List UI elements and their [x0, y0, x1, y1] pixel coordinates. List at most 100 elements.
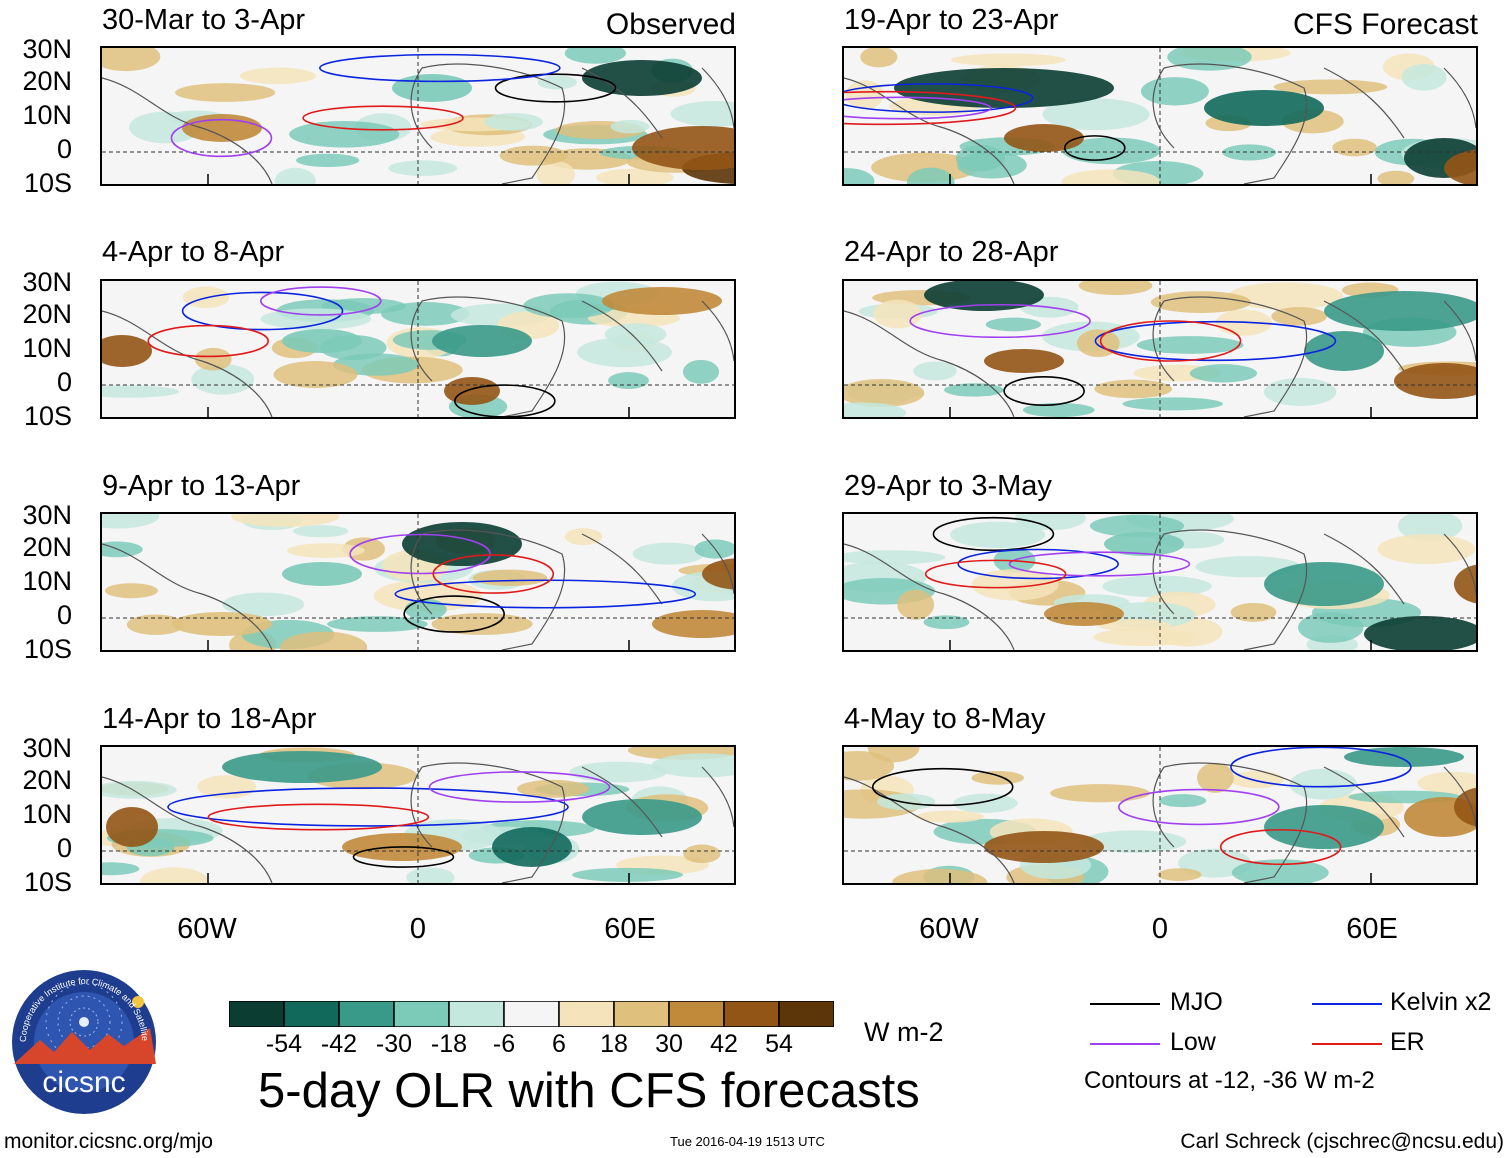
olr-anomaly-patch — [876, 793, 936, 811]
colorbar-tick-label: -30 — [375, 1030, 413, 1058]
legend-label-kelvin: Kelvin x2 — [1390, 988, 1492, 1016]
olr-anomaly-patch — [194, 347, 232, 371]
lat-label: 10S — [23, 401, 72, 431]
olr-anomaly-patch — [873, 299, 923, 329]
coastline — [844, 543, 1015, 650]
olr-anomaly-patch — [102, 780, 177, 799]
olr-anomaly-patch — [953, 793, 1018, 813]
olr-anomaly-patch — [949, 521, 1046, 549]
contour-kelvin-x2 — [957, 548, 1119, 580]
legend-label-mjo: MJO — [1170, 988, 1223, 1016]
coastline — [1152, 529, 1308, 650]
contour-mjo — [494, 73, 617, 103]
olr-anomaly-core — [172, 612, 272, 636]
olr-anomaly-core — [582, 60, 702, 96]
lon-label-60e: 60E — [1346, 913, 1398, 945]
olr-anomaly-patch — [1231, 859, 1329, 883]
coastline — [410, 63, 566, 184]
olr-anomaly-patch — [380, 302, 470, 326]
olr-anomaly-patch — [1094, 379, 1173, 399]
lat-label: 0 — [56, 134, 72, 164]
olr-anomaly-patch — [1228, 282, 1343, 310]
olr-anomaly-patch — [944, 383, 1004, 397]
colorbar-swatch — [668, 1000, 725, 1028]
lat-label: 30N — [22, 500, 72, 530]
olr-anomaly-patch — [239, 67, 316, 85]
olr-anomaly-patch — [406, 867, 455, 883]
olr-anomaly-core — [602, 287, 722, 315]
olr-anomaly-patch — [126, 614, 185, 635]
olr-anomaly-patch — [536, 161, 576, 184]
contour-mjo — [352, 846, 455, 868]
olr-anomaly-patch — [191, 364, 255, 395]
olr-anomaly-core — [632, 126, 734, 170]
olr-anomaly-patch — [1297, 612, 1364, 643]
lat-label: 0 — [56, 600, 72, 630]
olr-anomaly-patch — [651, 753, 734, 778]
observed-label: Observed — [605, 8, 736, 41]
map-panel-forecast-1 — [842, 46, 1478, 186]
olr-anomaly-patch — [222, 592, 305, 617]
olr-anomaly-patch — [915, 810, 984, 823]
olr-anomaly-patch — [296, 153, 360, 168]
legend-swatch-mjo — [1090, 1003, 1160, 1005]
olr-anomaly-patch — [516, 779, 589, 798]
olr-anomaly-patch — [1189, 364, 1258, 383]
olr-anomaly-core — [1364, 616, 1476, 650]
colorbar-tick-label: -18 — [430, 1030, 468, 1058]
olr-anomaly-patch — [292, 525, 349, 538]
coastline — [102, 543, 273, 650]
olr-anomaly-patch — [844, 402, 907, 417]
lat-label: 20N — [22, 66, 72, 96]
olr-anomaly-patch — [860, 48, 898, 68]
olr-anomaly-patch — [1401, 63, 1447, 91]
olr-anomaly-patch — [906, 167, 955, 184]
olr-anomaly-patch — [287, 543, 365, 558]
lat-label: 10N — [22, 333, 72, 363]
panel-title: 4-Apr to 8-Apr — [102, 236, 285, 268]
olr-anomaly-patch — [1377, 170, 1415, 184]
olr-anomaly-patch — [569, 761, 667, 783]
olr-anomaly-patch — [1289, 768, 1357, 800]
coastline — [1323, 300, 1476, 372]
contour-kelvin-x2 — [844, 83, 1034, 113]
olr-anomaly-core — [282, 562, 362, 586]
olr-anomaly-patch — [231, 514, 340, 527]
olr-anomaly-core — [1264, 805, 1384, 849]
olr-anomaly-patch — [1222, 144, 1277, 161]
colorbar-swatch — [338, 1000, 395, 1028]
contour-er — [924, 559, 1067, 589]
olr-anomaly-patch — [280, 631, 368, 650]
contour-kelvin-x2 — [319, 53, 561, 83]
lat-label: 10N — [22, 799, 72, 829]
olr-anomaly-patch — [844, 378, 925, 408]
olr-anomaly-core — [1104, 532, 1184, 556]
colorbar-tick-label: -54 — [265, 1030, 303, 1058]
colorbar — [228, 1000, 835, 1028]
map-panel-forecast-3 — [842, 512, 1478, 652]
olr-anomaly-core — [392, 74, 472, 102]
contour-er — [1099, 320, 1242, 362]
olr-anomaly-core — [1304, 331, 1384, 371]
olr-anomaly-patch — [523, 293, 615, 319]
olr-anomaly-patch — [1022, 402, 1095, 417]
olr-anomaly-patch — [1102, 575, 1212, 598]
olr-anomaly-core — [1004, 124, 1084, 152]
lon-label-60w: 60W — [919, 913, 979, 945]
olr-anomaly-core — [1204, 90, 1324, 126]
coastline — [581, 533, 734, 605]
olr-anomaly-patch — [499, 145, 568, 166]
olr-anomaly-core — [1324, 291, 1476, 331]
olr-map — [844, 281, 1476, 417]
logo-text: cicsnc — [10, 1066, 158, 1100]
contour-low — [909, 303, 1091, 339]
contour-mjo — [1063, 135, 1126, 161]
forecast-label: CFS Forecast — [1292, 8, 1478, 41]
olr-anomaly-core — [222, 751, 382, 783]
legend-swatch-er — [1312, 1043, 1382, 1045]
contour-kelvin-x2 — [1094, 320, 1337, 362]
olr-anomaly-patch — [1230, 770, 1284, 789]
colorbar-units: W m-2 — [864, 1017, 944, 1047]
colorbar-tick-label: -6 — [492, 1030, 516, 1058]
coastline — [581, 300, 734, 372]
